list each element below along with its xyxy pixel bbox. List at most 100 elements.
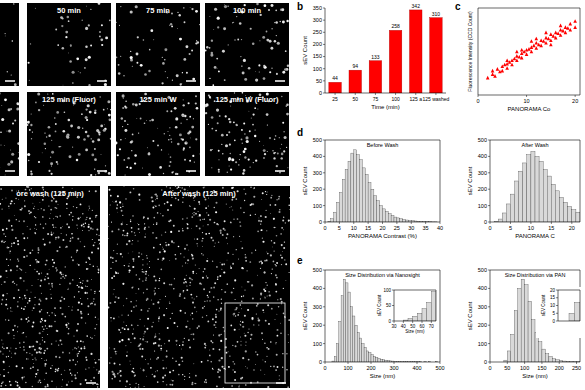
particle: [90, 9, 91, 10]
particle: [84, 246, 86, 248]
particle: [278, 378, 280, 380]
particle: [34, 268, 36, 270]
particle: [266, 356, 267, 357]
particle: [183, 7, 185, 9]
particle: [162, 62, 165, 65]
particle: [170, 156, 172, 158]
particle: [59, 272, 61, 274]
particle: [20, 269, 22, 271]
particle: [49, 315, 50, 316]
particle: [7, 308, 8, 309]
particle: [41, 272, 42, 273]
particle: [252, 124, 254, 126]
particle: [51, 298, 53, 300]
particle: [240, 240, 242, 242]
particle: [265, 282, 266, 283]
particle: [246, 140, 249, 143]
particle: [32, 131, 33, 132]
particle: [30, 170, 32, 172]
particle: [249, 261, 251, 263]
particle: [286, 113, 289, 116]
particle: [249, 130, 251, 132]
particle: [241, 308, 243, 310]
particle: [4, 174, 6, 176]
particle: [55, 356, 57, 358]
particle: [231, 199, 233, 201]
particle: [62, 47, 65, 50]
particle: [8, 356, 9, 357]
particle: [78, 286, 80, 288]
image-label: 125 min W: [139, 95, 177, 104]
particle: [247, 309, 249, 311]
particle: [94, 335, 96, 337]
particle: [2, 299, 4, 301]
particle: [196, 225, 198, 227]
particle: [155, 280, 157, 282]
particle: [118, 316, 120, 318]
particle: [60, 16, 63, 19]
particle: [280, 298, 282, 300]
particle: [52, 224, 54, 226]
particle: [252, 113, 254, 115]
particle: [138, 345, 140, 347]
particle: [195, 42, 197, 44]
particle: [33, 363, 35, 365]
particle: [264, 4, 267, 7]
particle: [62, 276, 64, 278]
particle: [239, 221, 240, 222]
particle: [8, 129, 11, 132]
particle: [176, 74, 179, 77]
particle: [279, 375, 280, 376]
particle: [2, 199, 3, 200]
particle: [85, 262, 87, 264]
particle: [70, 44, 72, 46]
particle: [226, 283, 228, 285]
particle: [87, 104, 90, 107]
particle: [276, 73, 278, 75]
particle: [92, 140, 95, 143]
particle: [250, 204, 252, 206]
particle: [142, 259, 143, 260]
particle: [76, 252, 77, 253]
particle: [229, 158, 231, 160]
particle: [230, 267, 232, 269]
particle: [209, 97, 211, 99]
particle: [182, 72, 183, 73]
particle: [109, 302, 111, 304]
particle: [154, 350, 155, 351]
particle: [130, 221, 131, 222]
particle: [125, 345, 127, 347]
particle: [169, 135, 170, 136]
particle: [207, 321, 209, 323]
particle: [170, 23, 172, 25]
particle: [31, 309, 33, 311]
particle: [94, 291, 96, 293]
particle: [215, 202, 217, 204]
particle: [275, 135, 277, 137]
particle: [245, 193, 247, 195]
particle: [128, 265, 130, 267]
particle: [162, 258, 164, 260]
particle: [270, 341, 271, 342]
particle: [284, 259, 285, 260]
particle: [64, 316, 66, 318]
particle: [154, 293, 156, 295]
particle: [81, 287, 83, 289]
particle: [88, 258, 90, 260]
particle: [126, 380, 128, 382]
particle: [53, 198, 55, 200]
particle: [64, 370, 65, 371]
particle: [232, 345, 233, 346]
particle: [245, 345, 246, 346]
particle: [76, 340, 78, 342]
particle: [195, 138, 197, 140]
particle: [44, 143, 47, 146]
particle: [157, 127, 159, 129]
particle: [162, 57, 163, 58]
particle: [24, 376, 25, 377]
particle: [244, 78, 247, 81]
particle: [95, 217, 96, 218]
particle: [287, 167, 289, 169]
particle: [170, 318, 171, 319]
particle: [287, 64, 289, 67]
